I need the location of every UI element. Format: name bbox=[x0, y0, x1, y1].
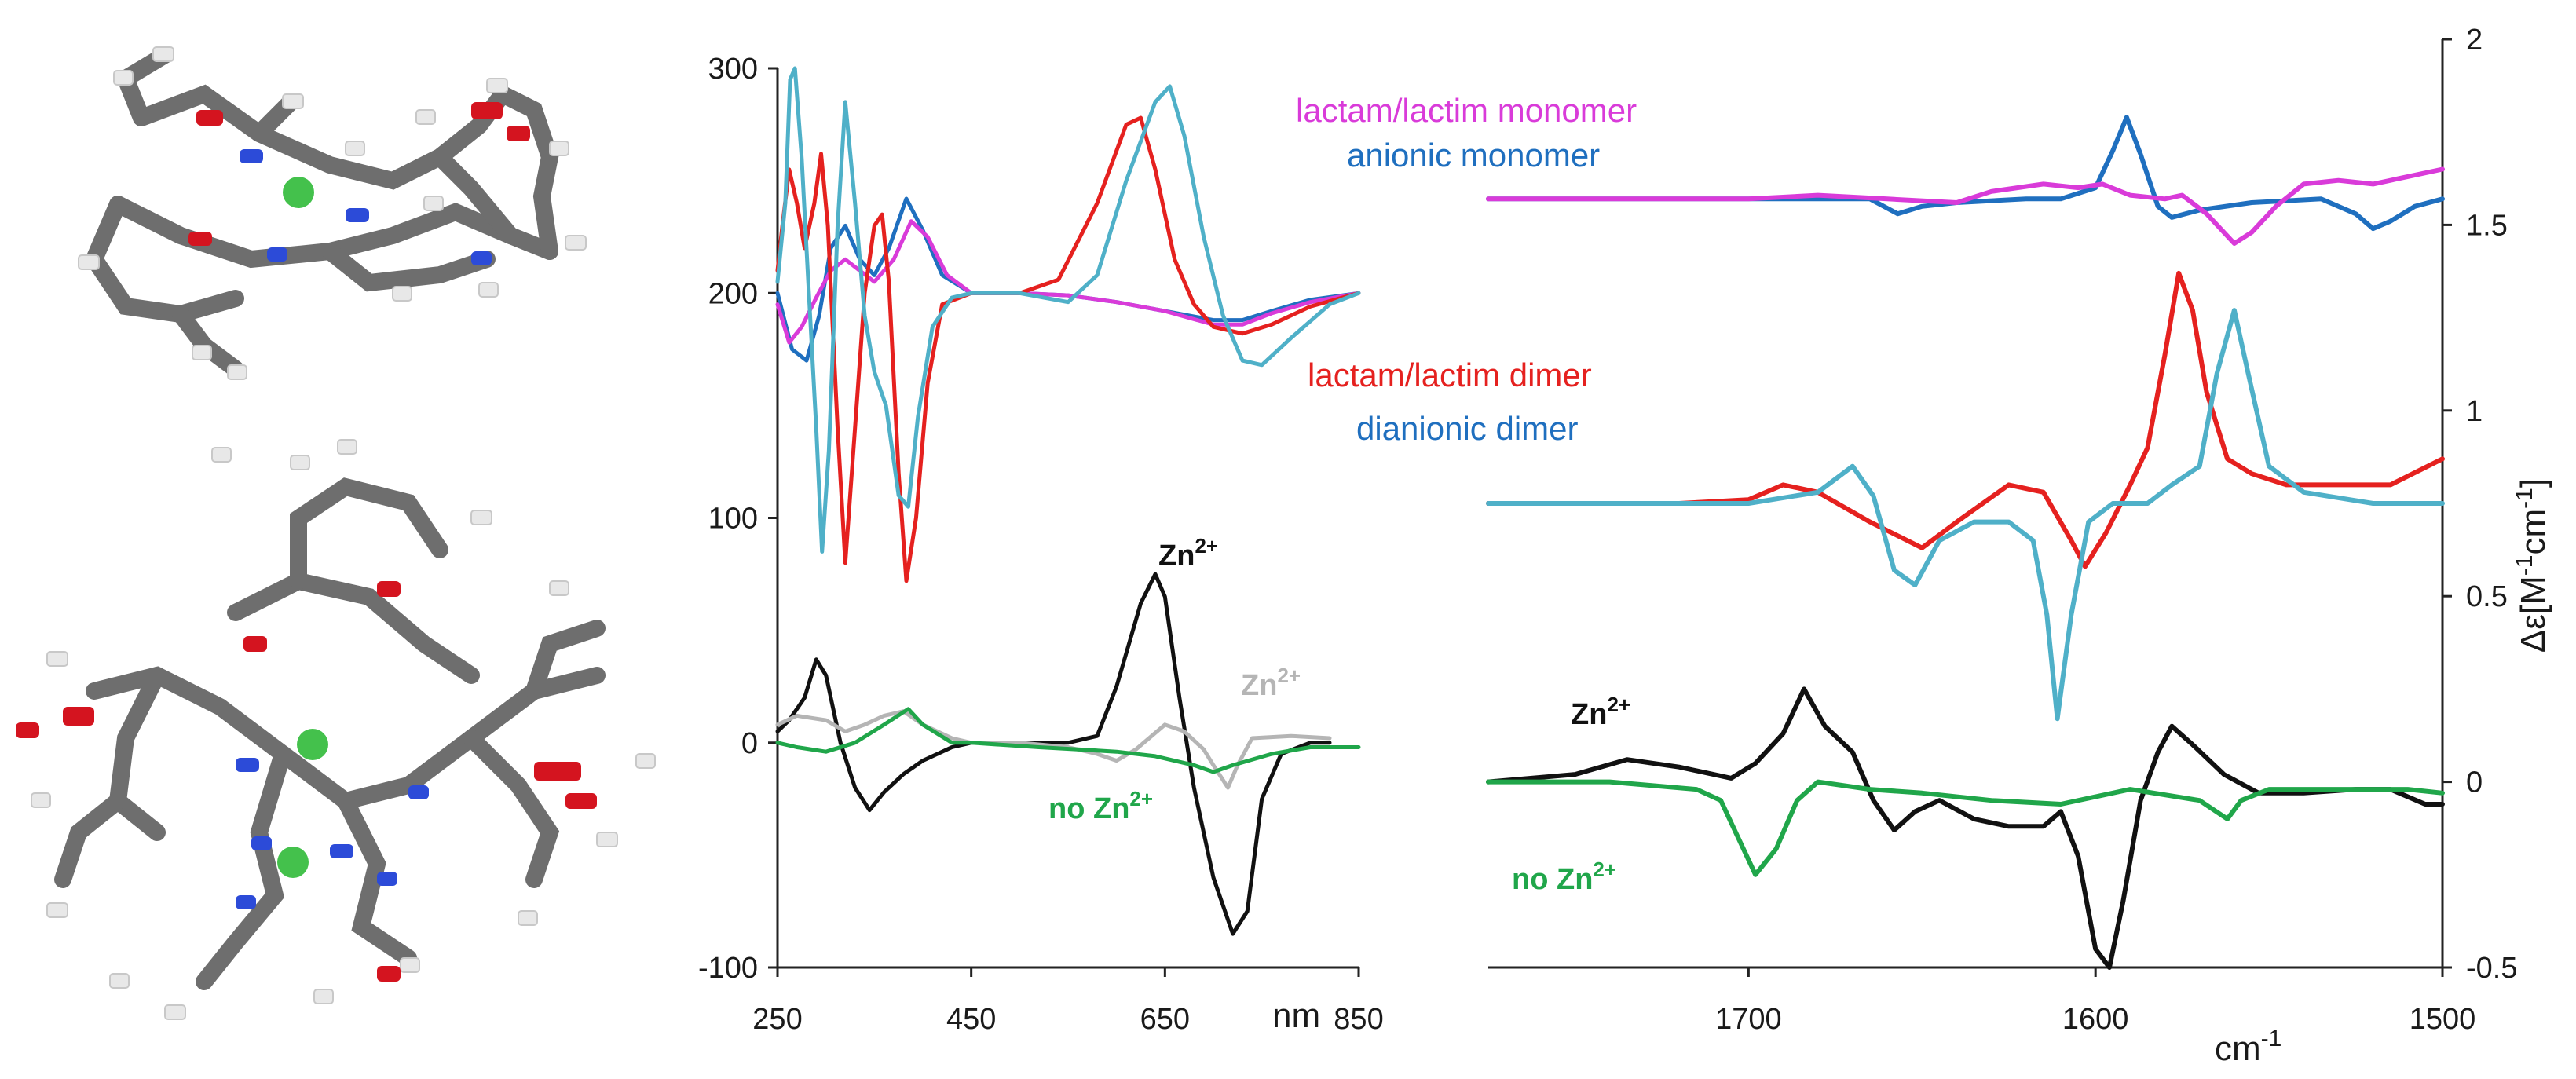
ir-vcd-chart: 1700 1600 1500 2 1.5 1 0.5 0 -0.5 cm-1 Δε[M-1cm-… bbox=[1486, 24, 2552, 1068]
label-lactam-dimer: lactam/lactim dimer bbox=[1308, 357, 1592, 393]
label-dianionic-dimer: dianionic dimer bbox=[1356, 410, 1578, 447]
uv-x-tick-label: 450 bbox=[946, 1003, 996, 1036]
uv-y-tick-label: 200 bbox=[708, 277, 758, 310]
uv-x-tick-label: 250 bbox=[752, 1003, 802, 1036]
uv-cd-chart: 250 450 650 850 300 200 100 0 -100 nm bbox=[698, 53, 1384, 1036]
label-lactam-monomer: lactam/lactim monomer bbox=[1296, 92, 1637, 129]
ir-series-lactam-lactim-monomer bbox=[1486, 166, 2445, 246]
uv-x-unit-label: nm bbox=[1272, 997, 1320, 1035]
label-no-zn-ir: no Zn2+ bbox=[1512, 858, 1616, 896]
zinc-atom-icon bbox=[283, 177, 314, 208]
uv-y-tick-label: 300 bbox=[708, 53, 758, 86]
ir-y-tick-label: 1.5 bbox=[2466, 209, 2508, 242]
ir-y-tick-label: 2 bbox=[2466, 24, 2483, 57]
ir-series-anionic-monomer bbox=[1486, 115, 2445, 232]
ir-y-tick-label: -0.5 bbox=[2466, 952, 2517, 985]
uv-x-tick-label: 850 bbox=[1334, 1003, 1383, 1036]
ir-series-lactam-lactim-dimer bbox=[1486, 270, 2445, 569]
zinc-atom-icon bbox=[277, 847, 309, 878]
uv-series-no-zn2 bbox=[775, 707, 1361, 774]
uv-x-tick-label: 650 bbox=[1140, 1003, 1190, 1036]
label-zn-uv: Zn2+ bbox=[1158, 534, 1218, 572]
uv-y-tick-label: 100 bbox=[708, 503, 758, 536]
ir-x-tick-label: 1700 bbox=[1715, 1003, 1782, 1036]
label-zn-ir: Zn2+ bbox=[1571, 693, 1630, 731]
zinc-atom-icon bbox=[297, 729, 328, 760]
ir-x-tick-label: 1600 bbox=[2062, 1003, 2129, 1036]
ir-series-dianionic-dimer bbox=[1486, 308, 2445, 722]
molecule-dimer-image bbox=[16, 439, 656, 1020]
uv-y-tick-label: 0 bbox=[741, 727, 758, 760]
ir-y-tick-label: 0.5 bbox=[2466, 580, 2508, 613]
ir-series-no-zn2 bbox=[1486, 779, 2445, 877]
label-anionic-monomer: anionic monomer bbox=[1347, 137, 1600, 174]
ir-series-zn2 bbox=[1486, 686, 2445, 970]
uv-y-tick-label: -100 bbox=[698, 952, 758, 985]
ir-y-tick-label: 1 bbox=[2466, 395, 2483, 428]
ir-y-axis-label: Δε[M-1cm-1] bbox=[2512, 478, 2552, 653]
ir-y-tick-label: 0 bbox=[2466, 766, 2483, 799]
label-zn-uv-grey: Zn2+ bbox=[1241, 664, 1301, 702]
label-no-zn-uv: no Zn2+ bbox=[1048, 787, 1153, 825]
uv-series-dianionic-dimer bbox=[775, 66, 1361, 554]
uv-series-lactam-lactim-dimer bbox=[775, 115, 1361, 583]
molecule-monomer-image bbox=[78, 46, 587, 380]
ir-x-tick-label: 1500 bbox=[2410, 1003, 2476, 1036]
uv-series-zn2 bbox=[775, 572, 1332, 936]
ir-x-unit-label: cm-1 bbox=[2215, 1026, 2281, 1068]
